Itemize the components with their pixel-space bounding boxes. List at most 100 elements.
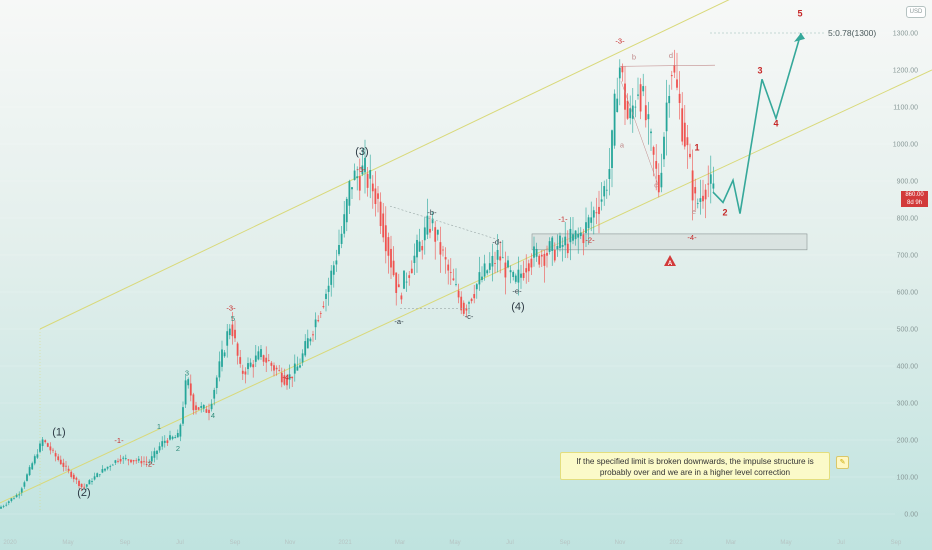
candle-bear [54, 453, 57, 457]
candle-bull [109, 466, 112, 467]
candle-bear [317, 320, 320, 322]
candle-bull [330, 270, 333, 285]
candle-bull [325, 293, 327, 299]
candle-bull [660, 172, 663, 188]
price-tick-label: 1300.00 [893, 31, 918, 38]
time-axis[interactable]: 2020 May Sep Jul Sep Nov 2021 Mar May Jul Sep Nov 20… [3, 540, 902, 546]
analysis-note[interactable]: If the specified limit is broken downwar… [560, 452, 830, 480]
candle-bull [254, 355, 257, 362]
candle-bear [704, 189, 707, 200]
currency-badge[interactable]: USD [906, 6, 926, 18]
candle-bull [507, 260, 509, 268]
price-axis[interactable]: 0.00 100.00 200.00 300.00 400.00 500.00 600.00… [893, 31, 918, 519]
candle-bear [702, 195, 704, 202]
candle-bear [52, 449, 54, 451]
candle-bear [377, 193, 379, 199]
wave-label: b [632, 53, 636, 62]
candle-bear [135, 460, 138, 462]
candle-bull [299, 365, 301, 368]
candle-bull [176, 433, 179, 438]
candle-bull [663, 136, 665, 160]
time-tick-label: Sep [891, 540, 902, 546]
wave-label: 3 [757, 66, 762, 76]
candle-bull [104, 468, 106, 471]
projection-arrowhead [794, 33, 805, 42]
candle-bull [106, 466, 109, 469]
candle-bear [400, 295, 403, 300]
candle-bull [137, 458, 140, 461]
wave-label: 3 [185, 369, 189, 378]
wave-label: -4- [687, 233, 697, 242]
candle-bear [319, 313, 322, 314]
price-tick-label: 100.00 [897, 475, 919, 482]
candle-bear [384, 225, 387, 252]
candle-bear [140, 460, 143, 464]
candle-bear [57, 456, 60, 460]
candle-bull [301, 353, 304, 363]
candle-bull [98, 474, 101, 476]
candle-bull [592, 210, 595, 218]
candle-bear [195, 405, 197, 410]
candle-bull [423, 227, 426, 241]
candle-bull [200, 405, 203, 408]
note-icon[interactable]: ✎ [836, 456, 849, 469]
candle-bull [2, 505, 5, 507]
candle-bull [153, 451, 156, 458]
candle-bull [293, 363, 296, 374]
candle-bear [657, 174, 660, 193]
candle-bear [421, 245, 424, 251]
candle-bear [83, 486, 86, 488]
projection-line [712, 32, 802, 214]
candle-bull [455, 284, 457, 285]
candle-bull [351, 187, 353, 190]
price-tick-label: 600.00 [897, 290, 919, 297]
price-tick-label: 400.00 [897, 364, 919, 371]
price-tick-label: 500.00 [897, 327, 919, 334]
candle-bear [80, 483, 83, 488]
wave-label: -e- [512, 286, 522, 295]
candle-bear [462, 302, 465, 314]
candle-bear [205, 409, 208, 413]
candle-bull [600, 199, 603, 202]
wave-label: c [654, 181, 658, 190]
candle-bear [382, 213, 385, 238]
candle-bull [559, 235, 561, 249]
candle-bull [496, 249, 499, 260]
candle-bull [306, 338, 309, 349]
candle-bear [525, 268, 528, 273]
candle-bear [499, 256, 502, 261]
candle-bull [332, 265, 335, 275]
candle-bull [187, 379, 190, 386]
candle-bull [223, 352, 226, 357]
b-d-trendline [389, 205, 501, 241]
candle-bear [49, 446, 52, 451]
candle-bull [257, 351, 260, 360]
candle-bear [270, 362, 273, 366]
candle-bear [390, 248, 392, 268]
candle-bull [91, 481, 93, 482]
candle-bull [169, 435, 171, 440]
candle-bear [457, 290, 460, 298]
price-tick-label: 1000.00 [893, 142, 918, 149]
candle-bull [96, 473, 99, 478]
candle-bear [673, 65, 676, 73]
candle-bear [286, 377, 288, 386]
candle-bull [520, 273, 522, 278]
candle-bear [434, 227, 437, 242]
candle-bull [101, 469, 104, 473]
candle-bear [65, 465, 67, 467]
candle-bear [78, 480, 80, 487]
last-price-countdown: 8d 9h [906, 200, 922, 206]
candle-bull [218, 361, 221, 378]
candle-bull [156, 450, 158, 455]
candle-bull [202, 404, 205, 409]
candle-bull [548, 241, 551, 252]
candle-bear [626, 100, 629, 119]
candle-bull [416, 239, 418, 258]
time-tick-label: Mar [395, 540, 405, 546]
candle-bear [447, 264, 450, 271]
candle-bear [291, 376, 294, 379]
candle-bear [244, 371, 247, 375]
warning-triangle-icon [664, 255, 676, 266]
